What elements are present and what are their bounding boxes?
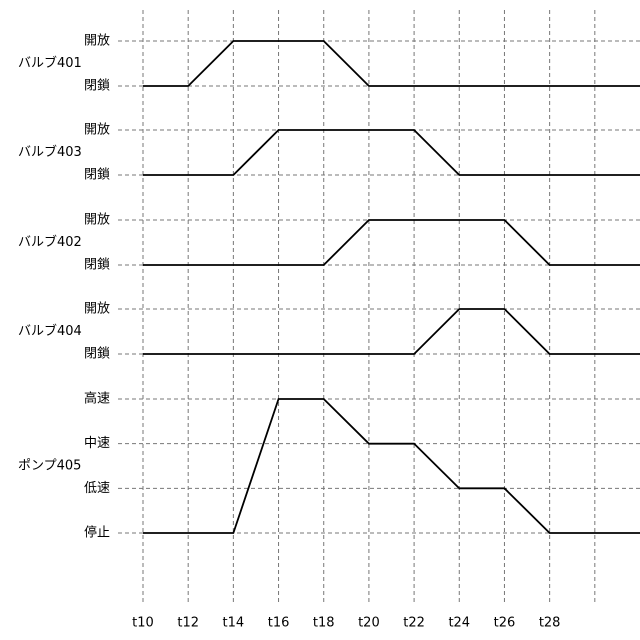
x-tick-label: t18 <box>313 616 335 631</box>
y-tick-label: 開放 <box>84 123 110 138</box>
y-tick-label: 開放 <box>84 34 110 49</box>
y-tick-label: 停止 <box>84 525 110 541</box>
signal-line <box>143 41 640 86</box>
y-tick-label: 閉鎖 <box>84 78 110 94</box>
x-tick-label: t20 <box>358 616 380 631</box>
x-tick-label: t14 <box>223 616 245 631</box>
signal-line <box>143 220 640 265</box>
y-axis-label: バルブ403 <box>18 144 82 160</box>
y-axis-label: バルブ401 <box>18 55 82 71</box>
y-axis-label: バルブ402 <box>18 234 82 250</box>
y-tick-label: 中速 <box>84 436 110 451</box>
y-tick-label: 閉鎖 <box>84 257 110 273</box>
y-tick-label: 高速 <box>84 391 110 407</box>
y-tick-label: 閉鎖 <box>84 346 110 362</box>
x-tick-label: t16 <box>268 616 290 631</box>
signal-line <box>143 399 640 533</box>
y-axis-label: ポンプ405 <box>18 459 81 474</box>
signal-line <box>143 309 640 354</box>
y-tick-label: 低速 <box>84 481 110 496</box>
x-tick-label: t10 <box>132 616 154 631</box>
timing-chart: t10t12t14t16t18t20t22t24t26t28閉鎖開放バルブ401… <box>0 0 640 640</box>
x-tick-label: t12 <box>177 616 199 631</box>
x-tick-label: t22 <box>403 616 425 631</box>
y-axis-label: バルブ404 <box>18 323 82 339</box>
y-tick-label: 開放 <box>84 213 110 228</box>
x-tick-label: t24 <box>448 616 470 631</box>
signal-line <box>143 130 640 175</box>
y-tick-label: 閉鎖 <box>84 167 110 183</box>
y-tick-label: 開放 <box>84 302 110 317</box>
x-tick-label: t28 <box>539 616 561 631</box>
x-tick-label: t26 <box>494 616 516 631</box>
